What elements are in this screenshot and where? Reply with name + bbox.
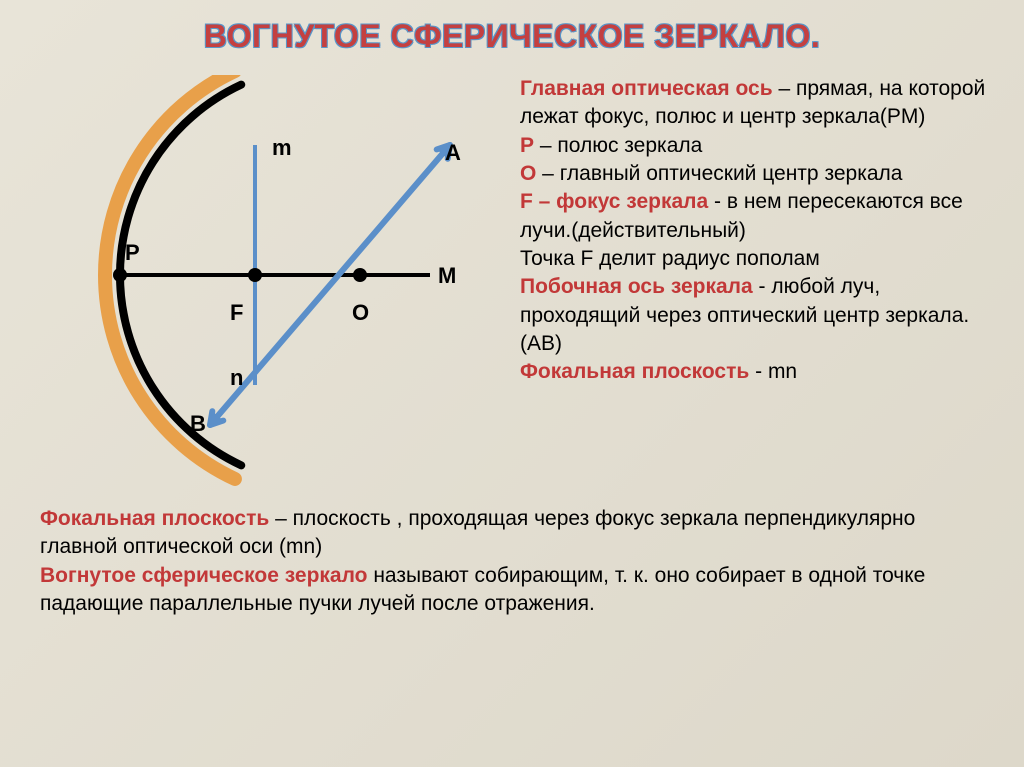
text-line: О – главный оптический центр зеркала <box>520 160 994 188</box>
definition-text: Точка F делит радиус пополам <box>520 247 820 270</box>
text-line: Вогнутое сферическое зеркало называют со… <box>40 562 984 619</box>
diagram-label-p: P <box>125 240 140 266</box>
term: F – фокус зеркала <box>520 190 708 213</box>
title-text: ВОГНУТОЕ СФЕРИЧЕСКОЕ ЗЕРКАЛО. <box>204 18 820 54</box>
diagram-label-o: O <box>352 300 369 326</box>
bottom-block: Фокальная плоскость – плоскость , проход… <box>0 495 1024 618</box>
text-line: Побочная ось зеркала - любой луч, проход… <box>520 273 994 358</box>
definition-text: – полюс зеркала <box>534 134 702 157</box>
text-line: Точка F делит радиус пополам <box>520 245 994 273</box>
diagram-label-m: M <box>438 263 456 289</box>
diagram-label-m: m <box>272 135 292 161</box>
term: Вогнутое сферическое зеркало <box>40 564 368 587</box>
text-line: F – фокус зеркала - в нем пересекаются в… <box>520 188 994 245</box>
term: Побочная ось зеркала <box>520 275 753 298</box>
page-title: ВОГНУТОЕ СФЕРИЧЕСКОЕ ЗЕРКАЛО. <box>0 0 1024 55</box>
definition-text: – главный оптический центр зеркала <box>536 162 902 185</box>
text-line: Фокальная плоскость - mn <box>520 358 994 386</box>
diagram-label-n: n <box>230 365 243 391</box>
diagram-label-a: A <box>445 140 461 166</box>
diagram-label-b: B <box>190 411 206 437</box>
text-line: Фокальная плоскость – плоскость , проход… <box>40 505 984 562</box>
definitions-block: Главная оптическая ось – прямая, на кото… <box>510 75 994 495</box>
term: Главная оптическая ось <box>520 77 773 100</box>
definition-text: - mn <box>749 360 797 383</box>
content-row: P F O M A Bm n Главная оптическая ось – прямая… <box>0 55 1024 495</box>
mirror-diagram: P F O M A Bm n <box>30 75 510 495</box>
term: Фокальная плоскость <box>520 360 749 383</box>
term: P <box>520 134 534 157</box>
text-line: P – полюс зеркала <box>520 132 994 160</box>
term: Фокальная плоскость <box>40 507 269 530</box>
text-line: Главная оптическая ось – прямая, на кото… <box>520 75 994 132</box>
term: О <box>520 162 536 185</box>
diagram-label-f: F <box>230 300 243 326</box>
